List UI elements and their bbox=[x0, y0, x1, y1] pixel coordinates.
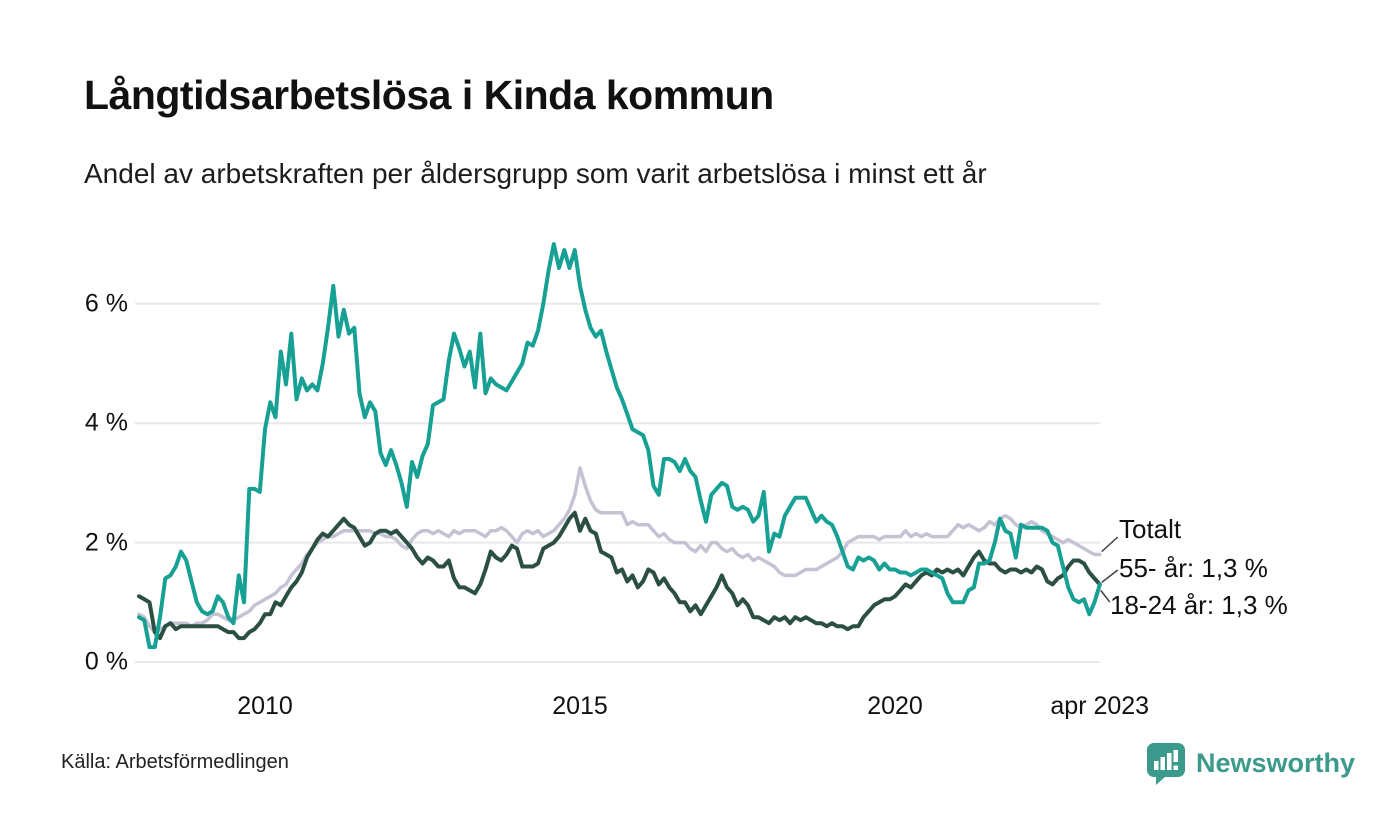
x-tick-2015: 2015 bbox=[552, 692, 608, 720]
page-title: Långtidsarbetslösa i Kinda kommun bbox=[84, 72, 774, 118]
series-line-totalt bbox=[137, 466, 1102, 634]
newsworthy-logo-icon bbox=[1147, 743, 1185, 785]
series-end-label-18-24: 18-24 år: 1,3 % bbox=[1110, 590, 1288, 620]
logo-bar-chart-glyph bbox=[1154, 750, 1178, 770]
y-tick-6: 6 % bbox=[84, 289, 128, 318]
x-tick-2020: 2020 bbox=[867, 692, 923, 720]
y-tick-0: 0 % bbox=[84, 647, 128, 676]
series-line-18-24-r bbox=[137, 242, 1102, 650]
x-tick-2010: 2010 bbox=[237, 692, 293, 720]
newsworthy-brand: Newsworthy bbox=[1146, 742, 1355, 785]
source-attribution: Källa: Arbetsförmedlingen bbox=[61, 751, 289, 773]
leader-line-0 bbox=[1101, 536, 1119, 553]
leader-line-2 bbox=[1100, 589, 1111, 603]
series-end-label-55: 55- år: 1,3 % bbox=[1119, 553, 1268, 583]
series-line-55-r bbox=[137, 510, 1102, 641]
leader-line-1 bbox=[1101, 569, 1119, 583]
x-tick-apr-2023: apr 2023 bbox=[1050, 692, 1150, 720]
series-end-label-totalt: Totalt bbox=[1119, 514, 1182, 544]
y-tick-2: 2 % bbox=[84, 528, 128, 557]
y-tick-4: 4 % bbox=[84, 408, 128, 437]
chart-subtitle: Andel av arbetskraften per åldersgrupp s… bbox=[84, 158, 987, 189]
brand-wordmark: Newsworthy bbox=[1196, 748, 1356, 778]
